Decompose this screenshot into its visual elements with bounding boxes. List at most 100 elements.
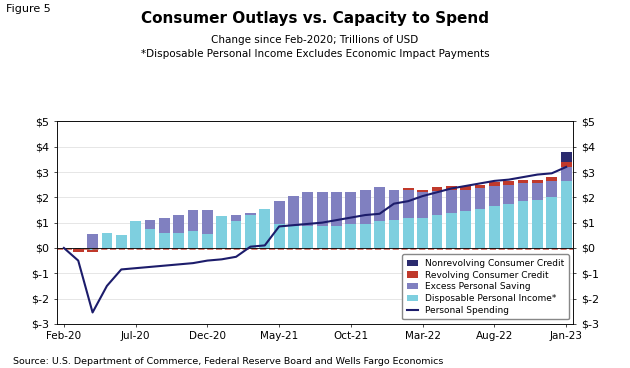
Personal Spending [117,267,125,272]
Bar [216,216,227,248]
Personal Spending [304,222,312,226]
Bar [145,229,156,248]
Personal Spending [476,181,484,185]
Personal Spending [132,266,139,270]
Bar [116,235,127,248]
Bar [532,200,543,248]
Bar [489,206,500,248]
Bar [546,197,557,248]
Personal Spending [333,218,340,222]
Bar [432,191,442,215]
Bar [202,210,213,234]
Bar [374,222,385,248]
Personal Spending [505,177,512,182]
Bar [73,249,84,252]
Bar [489,182,500,186]
Personal Spending [60,246,67,250]
Bar [345,224,356,248]
Bar [561,162,571,167]
Personal Spending [534,172,541,177]
Bar [188,210,198,231]
Personal Spending [203,258,211,263]
Bar [188,231,198,248]
Bar [403,190,414,217]
Personal Spending [519,175,527,179]
Bar [288,196,299,226]
Bar [403,217,414,248]
Bar [159,233,169,248]
Personal Spending [146,265,154,269]
Bar [474,185,485,188]
Bar [145,220,156,229]
Personal Spending [161,263,168,268]
Bar [503,204,514,248]
Bar [73,248,84,249]
Legend: Nonrevolving Consumer Credit, Revolving Consumer Credit, Excess Personal Saving,: Nonrevolving Consumer Credit, Revolving … [403,254,569,319]
Bar [432,187,442,191]
Personal Spending [103,284,111,288]
Bar [159,217,169,233]
Bar [331,226,342,248]
Bar [446,190,457,212]
Bar [87,251,98,252]
Personal Spending [74,258,82,263]
Bar [518,180,529,183]
Bar [331,192,342,226]
Bar [461,190,471,211]
Text: Change since Feb-2020; Trillions of USD: Change since Feb-2020; Trillions of USD [212,35,418,45]
Bar [231,222,241,248]
Text: *Disposable Personal Income Excludes Economic Impact Payments: *Disposable Personal Income Excludes Eco… [140,49,490,59]
Bar [432,215,442,248]
Bar [489,186,500,206]
Bar [231,215,241,222]
Bar [474,209,485,248]
Bar [532,180,543,183]
Bar [474,188,485,209]
Bar [173,215,184,233]
Personal Spending [491,179,498,183]
Bar [101,233,112,248]
Bar [518,183,529,201]
Bar [87,248,98,251]
Bar [461,186,471,190]
Personal Spending [175,262,183,266]
Personal Spending [318,220,326,225]
Bar [130,222,141,248]
Bar [274,201,285,224]
Personal Spending [548,171,556,176]
Bar [503,181,514,185]
Bar [374,187,385,222]
Bar [503,185,514,204]
Bar [260,209,270,248]
Personal Spending [261,243,268,248]
Bar [417,192,428,217]
Bar [360,190,370,224]
Personal Spending [462,184,469,188]
Bar [173,233,184,248]
Bar [417,217,428,248]
Bar [446,186,457,190]
Bar [546,177,557,181]
Personal Spending [246,244,254,249]
Personal Spending [362,213,369,217]
Personal Spending [290,223,297,227]
Text: Source: U.S. Department of Commerce, Federal Reserve Board and Wells Fargo Econo: Source: U.S. Department of Commerce, Fed… [13,357,443,366]
Bar [532,183,543,200]
Bar [546,181,557,197]
Personal Spending [347,215,355,220]
Bar [345,192,356,224]
Bar [417,190,428,192]
Personal Spending [419,194,427,198]
Bar [245,213,256,215]
Text: Figure 5: Figure 5 [6,4,51,14]
Bar [561,181,571,248]
Personal Spending [218,257,226,262]
Bar [461,211,471,248]
Personal Spending [404,199,412,204]
Personal Spending [232,255,240,259]
Personal Spending [390,201,398,206]
Personal Spending [375,212,383,216]
Bar [302,226,313,248]
Personal Spending [89,310,96,315]
Bar [302,192,313,226]
